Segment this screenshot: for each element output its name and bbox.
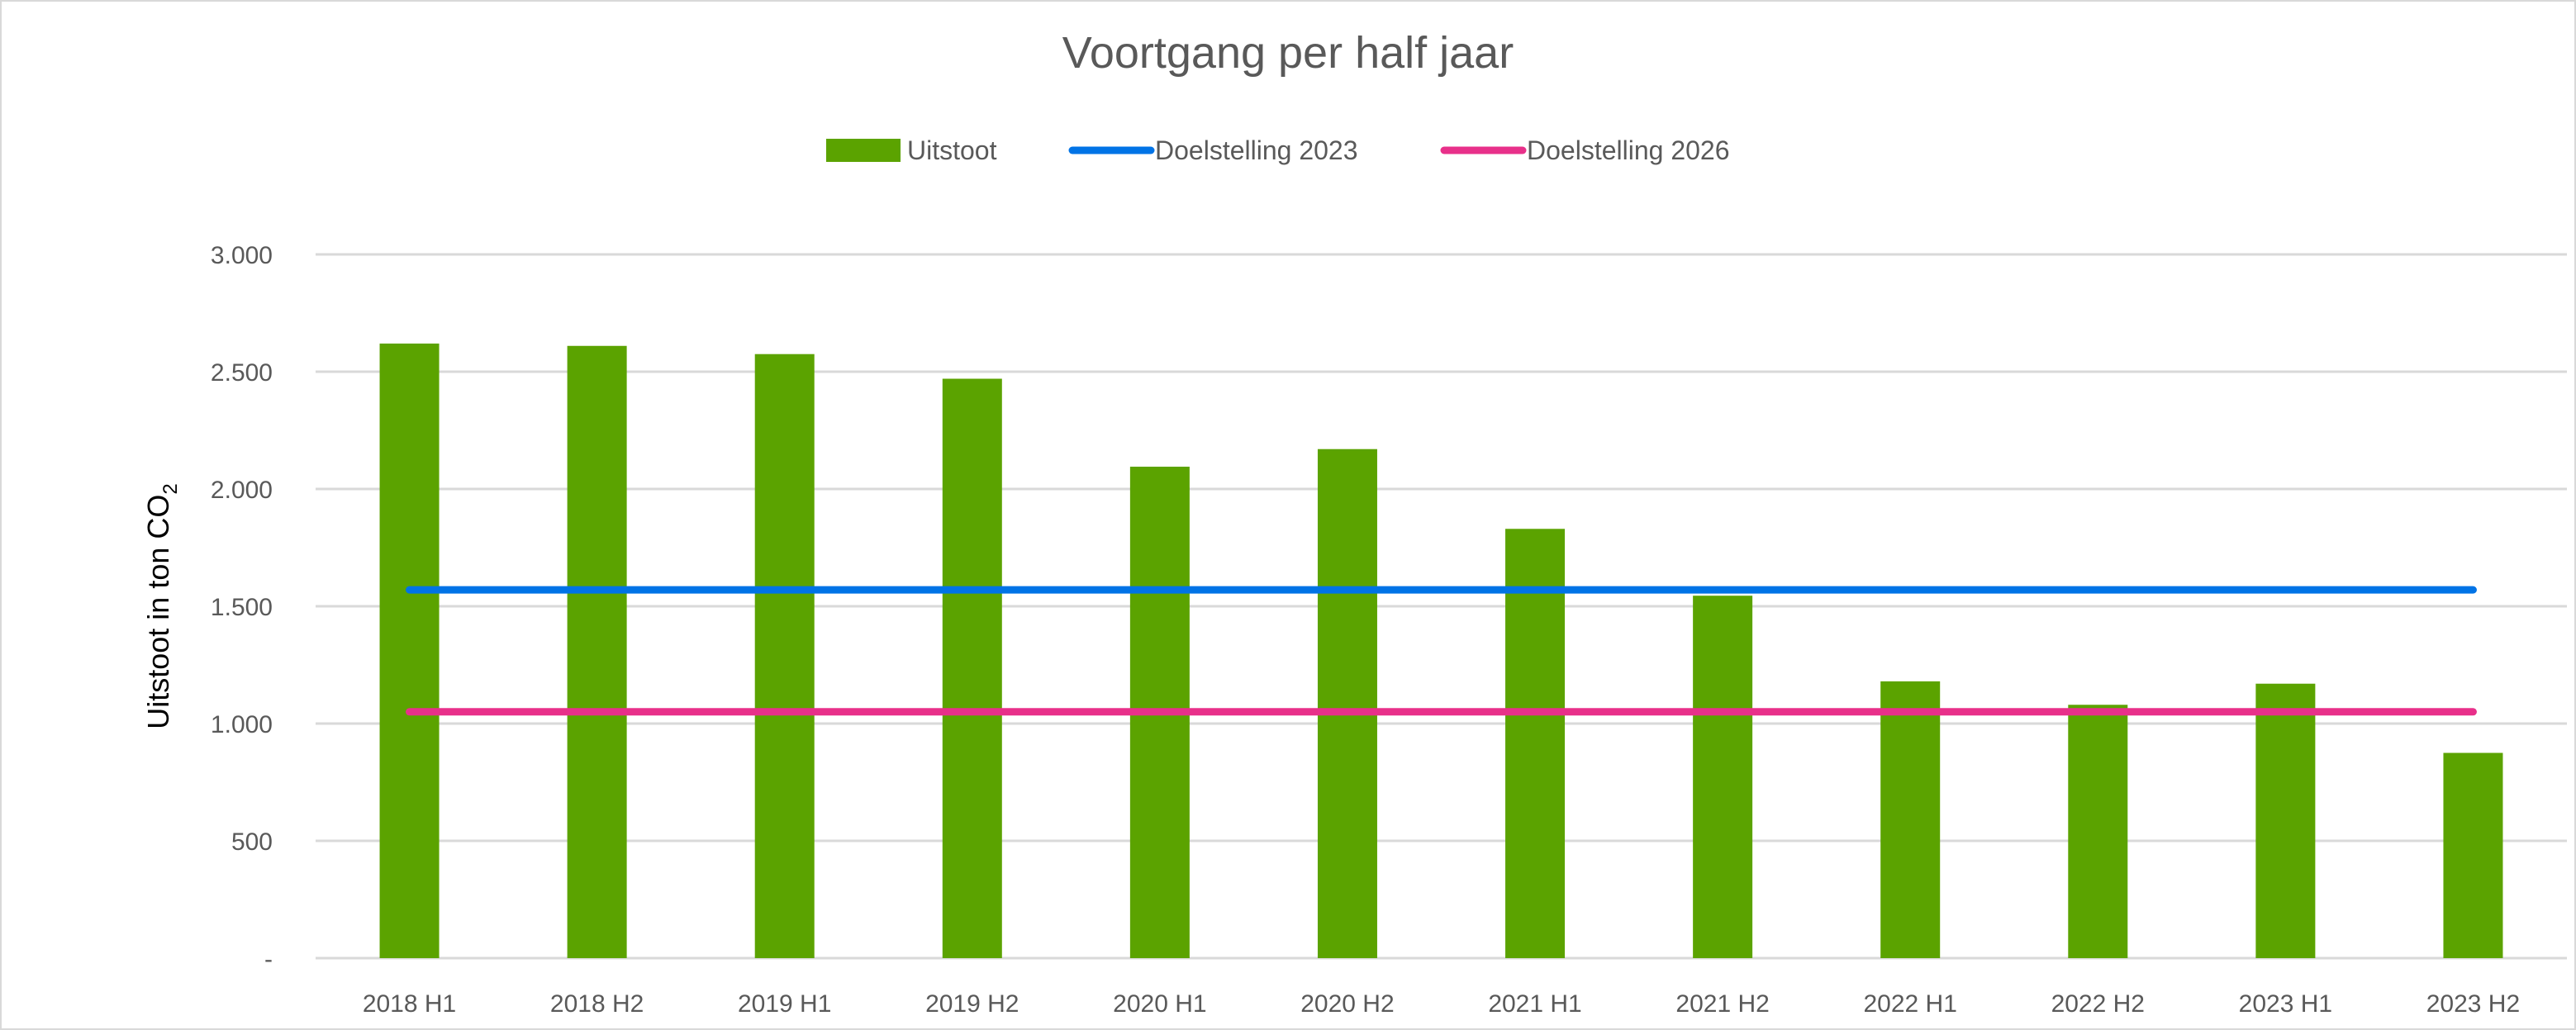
- legend-swatch: [826, 139, 901, 162]
- legend: Uitstoot Doelstelling 2023 Doelstelling 20…: [826, 135, 1730, 165]
- y-axis-label: Uitstoot in ton CO2: [141, 483, 182, 729]
- x-tick-label: 2018 H2: [550, 990, 644, 1018]
- y-tick-label: -: [264, 946, 273, 973]
- bar: [1317, 449, 1377, 958]
- bar: [942, 378, 1002, 958]
- x-tick-label: 2022 H1: [1863, 990, 1956, 1018]
- x-tick-label: 2022 H2: [2051, 990, 2145, 1018]
- y-tick-label: 2.500: [211, 359, 273, 387]
- bar: [1693, 596, 1753, 958]
- x-tick-label: 2019 H1: [738, 990, 831, 1018]
- y-tick-label: 2.000: [211, 477, 273, 504]
- bar: [754, 354, 815, 958]
- x-tick-label: 2020 H1: [1113, 990, 1206, 1018]
- bar: [1880, 681, 1941, 958]
- x-axis: 2018 H1 2018 H2 2019 H1 2019 H2 2020 H1 2020 …: [363, 990, 2520, 1018]
- bar: [2443, 752, 2503, 958]
- x-tick-label: 2021 H1: [1488, 990, 1581, 1018]
- x-tick-label: 2023 H1: [2239, 990, 2332, 1018]
- x-tick-label: 2023 H2: [2426, 990, 2520, 1018]
- y-tick-label: 500: [231, 828, 273, 856]
- bar: [379, 343, 440, 958]
- x-tick-label: 2018 H1: [363, 990, 456, 1018]
- chart-title: Voortgang per half jaar: [1062, 28, 1514, 78]
- x-tick-label: 2020 H2: [1300, 990, 1394, 1018]
- bar: [1505, 529, 1566, 958]
- bars: [379, 343, 2503, 958]
- bar: [2068, 705, 2128, 958]
- y-tick-label: 1.000: [211, 711, 273, 738]
- bar: [567, 345, 627, 958]
- y-tick-label: 1.500: [211, 594, 273, 621]
- y-axis: - 500 1.000 1.500 2.000 2.500 3.000: [211, 242, 273, 973]
- legend-label: Doelstelling 2026: [1527, 135, 1730, 165]
- gridlines: [316, 253, 2567, 960]
- lines: [406, 586, 2477, 716]
- bar: [2255, 683, 2316, 958]
- legend-label: Doelstelling 2023: [1155, 135, 1358, 165]
- y-tick-label: 3.000: [211, 242, 273, 269]
- x-tick-label: 2019 H2: [925, 990, 1019, 1018]
- legend-label: Uitstoot: [907, 135, 997, 165]
- x-tick-label: 2021 H2: [1675, 990, 1769, 1018]
